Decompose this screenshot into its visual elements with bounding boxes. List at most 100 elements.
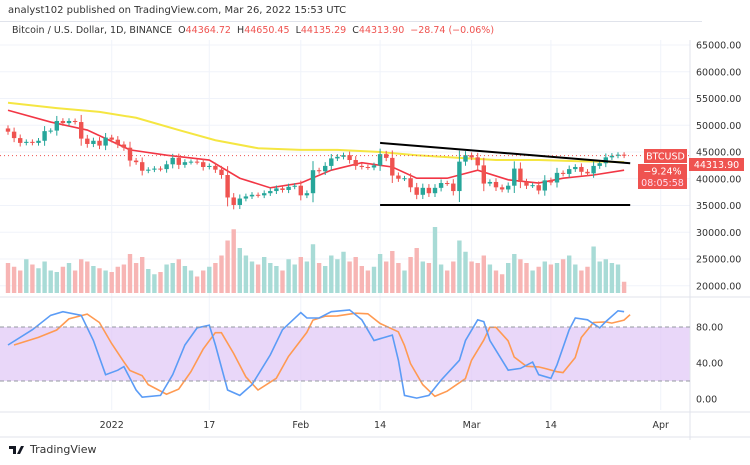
volume-bar — [481, 255, 486, 293]
volume-bar — [213, 263, 218, 293]
candle — [292, 185, 297, 187]
volume-bar — [268, 263, 273, 293]
volume-bar — [30, 264, 35, 293]
volume-bar — [597, 261, 602, 293]
brand-name: TradingView — [30, 443, 97, 456]
volume-bar — [36, 268, 41, 293]
candle — [615, 154, 621, 156]
volume-bar — [103, 270, 108, 293]
volume-bar — [188, 270, 194, 293]
volume-bar — [231, 229, 236, 293]
trendlines — [0, 141, 690, 206]
date-tick: Mar — [463, 420, 481, 431]
volume-bar — [475, 263, 480, 293]
candle — [182, 162, 188, 165]
stoch-tick: 0.00 — [696, 395, 717, 406]
volume-bars — [5, 227, 627, 293]
bar-countdown: 08:05:58 — [641, 178, 684, 189]
candle — [554, 172, 560, 183]
volume-bar — [152, 274, 157, 293]
volume-bar — [237, 248, 242, 293]
candle — [359, 165, 364, 167]
tradingview-logo[interactable]: TradingView — [8, 443, 96, 456]
candle — [316, 170, 322, 172]
pct-change: −9.24% — [643, 167, 681, 178]
candle — [280, 188, 285, 190]
price-chart[interactable]: 65000.00 60000.00 55000.00 50000.00 45000.00… — [0, 0, 750, 440]
volume-bar — [493, 270, 499, 293]
candle — [451, 183, 456, 192]
volume-bar — [323, 266, 328, 293]
price-badge-bg — [689, 158, 744, 171]
candle — [127, 147, 133, 161]
candle — [353, 160, 358, 166]
volume-bar — [560, 259, 566, 293]
candle — [530, 185, 535, 187]
candle — [475, 157, 480, 166]
volume-bar — [262, 257, 267, 293]
volume-bar — [506, 263, 511, 293]
candle — [304, 193, 310, 196]
candle — [323, 165, 328, 172]
candle — [408, 178, 413, 188]
volume-bar — [219, 255, 224, 293]
open-label: O — [178, 25, 186, 36]
close-value: 44313.90 — [358, 25, 405, 36]
candle — [329, 158, 334, 166]
volume-bar — [146, 269, 151, 293]
candle — [365, 166, 371, 168]
high-value: 44650.45 — [244, 25, 290, 36]
candle — [146, 169, 151, 171]
date-tick: Apr — [652, 420, 669, 431]
stoch-tick: 80.00 — [696, 323, 723, 334]
volume-bar — [140, 257, 145, 293]
volume-bar — [408, 257, 413, 293]
candle — [414, 187, 419, 195]
candles — [5, 114, 627, 210]
volume-bar — [164, 264, 169, 293]
price-tick: 40000.00 — [696, 174, 741, 185]
price-tick: 25000.00 — [696, 255, 741, 266]
candle — [585, 171, 590, 174]
price-tick: 50000.00 — [696, 121, 741, 132]
candle — [11, 131, 17, 139]
volume-bar — [60, 266, 66, 293]
volume-bar — [371, 266, 377, 293]
volume-bar — [304, 261, 310, 293]
candle — [542, 180, 547, 191]
candle — [30, 141, 35, 143]
candle — [432, 187, 438, 194]
volume-bar — [469, 261, 474, 293]
candle — [567, 169, 572, 174]
volume-bar — [499, 274, 505, 293]
volume-bar — [390, 251, 395, 293]
volume-bar — [91, 266, 96, 293]
moving-averages — [7, 101, 625, 189]
candle — [518, 168, 523, 182]
candle — [457, 161, 462, 192]
stoch-band — [0, 327, 690, 381]
volume-bar — [121, 264, 127, 293]
volume-bar — [377, 254, 383, 293]
candle — [609, 155, 615, 158]
candle — [42, 131, 47, 141]
volume-bar — [207, 266, 212, 293]
candle — [140, 162, 145, 171]
candle — [152, 168, 157, 170]
candle — [103, 137, 108, 146]
volume-bar — [536, 266, 541, 293]
candle — [170, 157, 175, 165]
candle — [60, 120, 66, 124]
candle — [341, 155, 346, 157]
candle — [548, 180, 554, 183]
candle — [377, 154, 383, 166]
candle — [438, 183, 444, 188]
volume-bar — [359, 266, 364, 293]
candle — [396, 175, 401, 179]
volume-bar — [573, 264, 578, 293]
candle — [5, 128, 11, 132]
volume-bar — [347, 261, 352, 293]
volume-bar — [463, 251, 468, 293]
volume-bar — [396, 263, 401, 293]
candle — [164, 164, 169, 170]
